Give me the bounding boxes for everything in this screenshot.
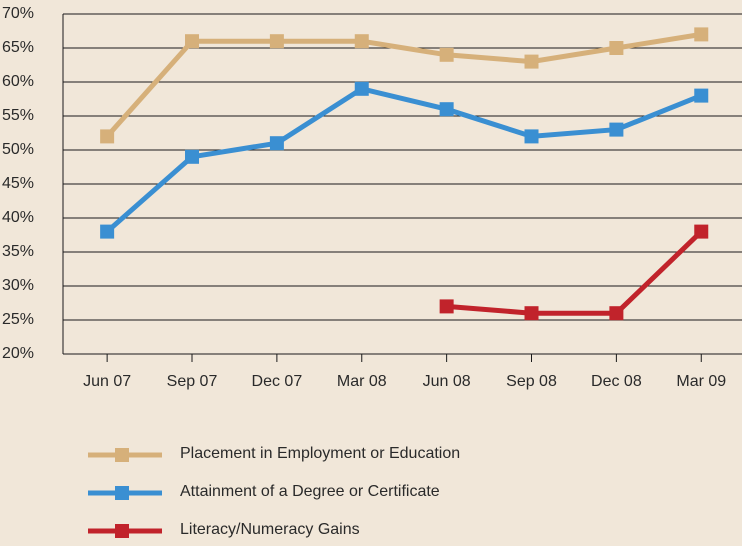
legend-marker [115, 524, 129, 538]
x-tick-label: Mar 08 [337, 373, 387, 390]
marker [694, 224, 709, 239]
y-tick-label: 20% [2, 345, 34, 362]
marker [439, 299, 454, 314]
marker [100, 129, 115, 144]
series-line [446, 229, 703, 316]
series-line [105, 86, 703, 234]
y-tick-label: 35% [2, 243, 34, 260]
y-tick-label: 70% [2, 5, 34, 22]
marker [354, 81, 369, 96]
y-tick-label: 30% [2, 277, 34, 294]
legend-label: Attainment of a Degree or Certificate [180, 483, 440, 500]
x-tick-label: Dec 07 [252, 373, 303, 390]
y-tick-label: 25% [2, 311, 34, 328]
y-tick-label: 65% [2, 39, 34, 56]
marker [269, 136, 284, 151]
x-tick-label: Dec 08 [591, 373, 642, 390]
legend-label: Placement in Employment or Education [180, 445, 460, 462]
y-tick-label: 50% [2, 141, 34, 158]
x-tick-label: Jun 07 [83, 373, 131, 390]
y-tick-label: 45% [2, 175, 34, 192]
y-tick-label: 40% [2, 209, 34, 226]
marker [524, 129, 539, 144]
legend-marker [115, 448, 129, 462]
marker [524, 306, 539, 321]
marker [609, 122, 624, 137]
marker [269, 34, 284, 49]
marker [694, 27, 709, 42]
marker [609, 306, 624, 321]
marker [439, 102, 454, 117]
legend-marker [115, 486, 129, 500]
marker [185, 149, 200, 164]
marker [185, 34, 200, 49]
x-tick-label: Jun 08 [423, 373, 471, 390]
x-tick-label: Sep 07 [167, 373, 218, 390]
marker [524, 54, 539, 69]
y-tick-label: 55% [2, 107, 34, 124]
x-tick-label: Mar 09 [676, 373, 726, 390]
marker [100, 224, 115, 239]
marker [609, 41, 624, 55]
marker [694, 88, 709, 103]
x-tick-label: Sep 08 [506, 373, 557, 390]
series-line [105, 31, 702, 139]
marker [439, 47, 454, 62]
legend-label: Literacy/Numeracy Gains [180, 521, 360, 538]
marker [354, 34, 369, 49]
y-tick-label: 60% [2, 73, 34, 90]
